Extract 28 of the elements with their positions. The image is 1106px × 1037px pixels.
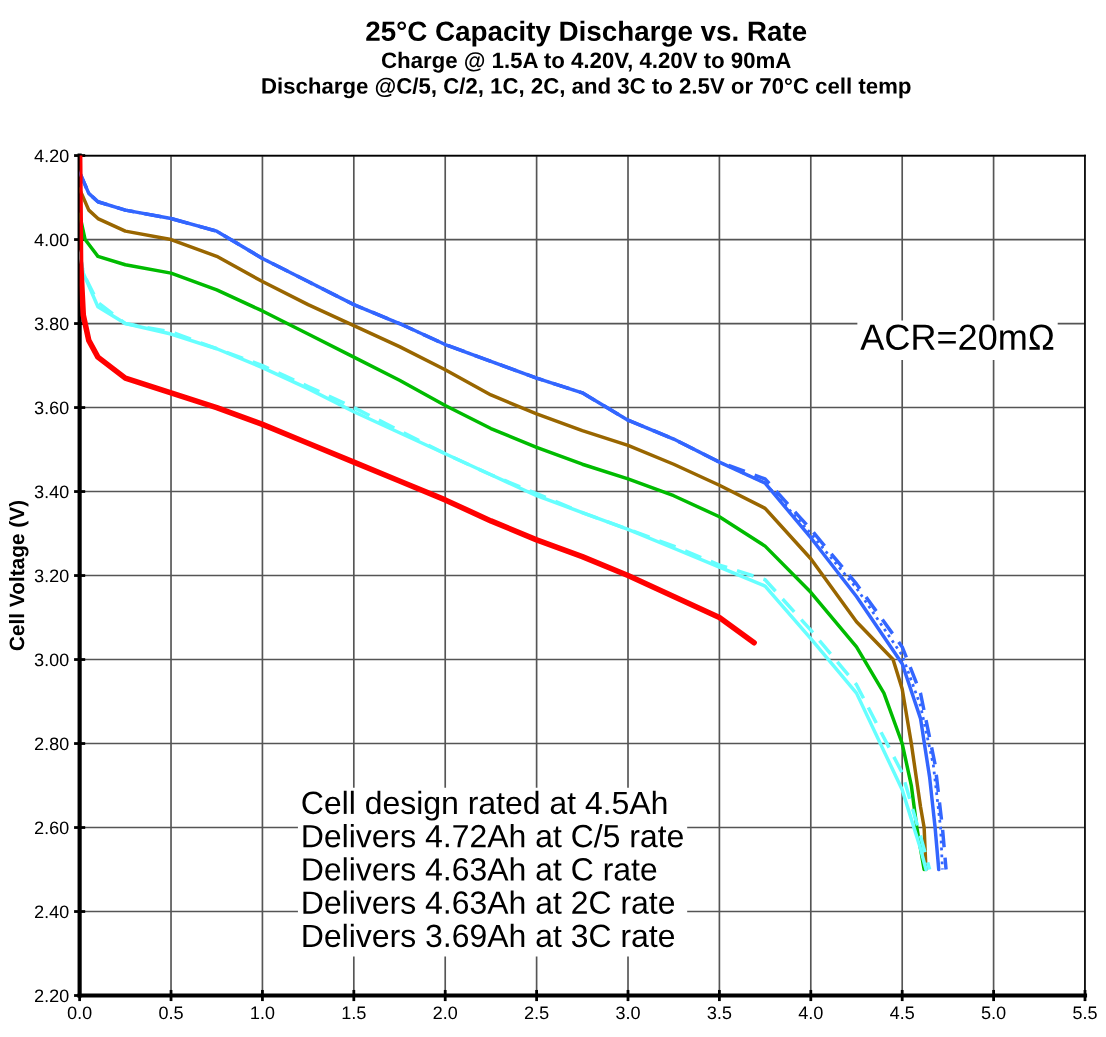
x-tick-label: 4.0 xyxy=(798,1006,823,1020)
x-tick-label: 3.5 xyxy=(707,1006,732,1020)
y-tick-label: 2.60 xyxy=(34,821,69,835)
y-tick-label: 3.80 xyxy=(34,317,69,331)
chart-subtitle: Charge @ 1.5A to 4.20V, 4.20V to 90mA Discharge @C/5, C/2, 1C, 2C, and 3C to 2.5V or 70°C cell temp xyxy=(262,51,911,99)
x-tick-label: 5.5 xyxy=(1073,1006,1097,1020)
x-tick-label: 2.0 xyxy=(433,1006,458,1020)
y-tick-label: 2.40 xyxy=(34,905,69,919)
x-tick-label: 5.0 xyxy=(981,1006,1006,1020)
y-axis-title: Cell Voltage (V) xyxy=(9,500,29,651)
x-tick-label: 3.0 xyxy=(616,1006,640,1020)
x-tick-label: 0.0 xyxy=(67,1006,92,1020)
x-tick-label: 1.0 xyxy=(251,1006,275,1020)
annotation: Cell design rated at 4.5Ah Delivers 4.72Ah at C/5 rate Delivers 4.63Ah at C rate Delivers 4.63Ah at 2C rate Delivers 3.69Ah at 3C rate xyxy=(302,790,683,948)
y-tick-label: 3.40 xyxy=(34,485,69,499)
annotation: ACR=20mΩ xyxy=(860,324,1054,351)
y-tick-label: 2.20 xyxy=(34,989,69,1003)
y-tick-label: 3.60 xyxy=(34,401,69,415)
y-tick-label: 3.00 xyxy=(34,653,69,667)
y-tick-label: 3.20 xyxy=(34,569,69,583)
x-tick-label: 1.5 xyxy=(342,1006,366,1020)
chart-title: 25°C Capacity Discharge vs. Rate xyxy=(366,20,807,47)
y-tick-label: 2.80 xyxy=(34,737,69,751)
x-tick-label: 0.5 xyxy=(159,1006,183,1020)
x-tick-label: 2.5 xyxy=(524,1006,549,1020)
x-tick-label: 4.5 xyxy=(890,1006,914,1020)
y-tick-label: 4.20 xyxy=(34,149,69,163)
y-tick-label: 4.00 xyxy=(34,233,69,247)
